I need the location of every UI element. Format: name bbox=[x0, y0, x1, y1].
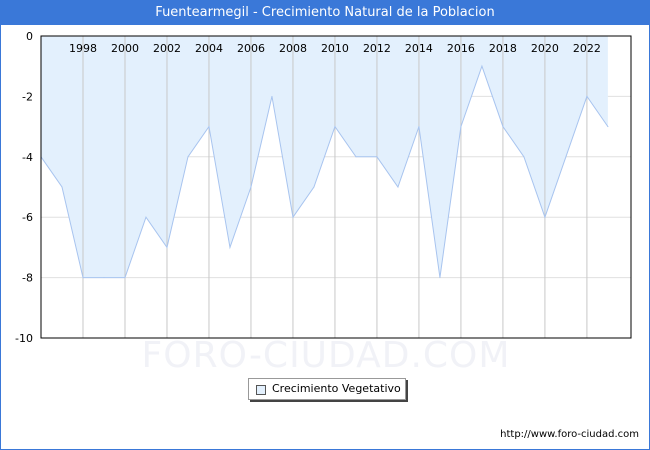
data-point bbox=[523, 156, 525, 158]
watermark: FORO-CIUDAD.COM bbox=[141, 335, 511, 376]
legend: Crecimiento Vegetativo bbox=[248, 378, 406, 400]
x-tick-label: 2006 bbox=[237, 42, 265, 55]
legend-swatch bbox=[256, 385, 266, 395]
data-point bbox=[334, 126, 336, 128]
x-tick-label: 2000 bbox=[111, 42, 139, 55]
y-tick-label: -4 bbox=[22, 151, 33, 164]
x-tick-label: 2022 bbox=[573, 42, 601, 55]
data-point bbox=[460, 126, 462, 128]
data-point bbox=[145, 216, 147, 218]
data-point bbox=[229, 246, 231, 248]
data-point bbox=[586, 95, 588, 97]
data-point bbox=[439, 277, 441, 279]
x-tick-label: 2010 bbox=[321, 42, 349, 55]
area-fill bbox=[41, 36, 608, 278]
data-point bbox=[502, 126, 504, 128]
data-point bbox=[607, 126, 609, 128]
y-tick-label: -8 bbox=[22, 272, 33, 285]
data-point bbox=[565, 156, 567, 158]
data-point bbox=[271, 95, 273, 97]
data-point bbox=[418, 126, 420, 128]
data-point bbox=[544, 216, 546, 218]
data-point bbox=[61, 186, 63, 188]
x-tick-label: 2012 bbox=[363, 42, 391, 55]
x-tick-label: 2020 bbox=[531, 42, 559, 55]
data-point bbox=[292, 216, 294, 218]
data-point bbox=[355, 156, 357, 158]
y-tick-label: -6 bbox=[22, 211, 33, 224]
plot-border bbox=[40, 35, 632, 339]
data-point bbox=[208, 126, 210, 128]
x-tick-label: 2004 bbox=[195, 42, 223, 55]
data-point bbox=[481, 65, 483, 67]
data-point bbox=[313, 186, 315, 188]
data-point bbox=[82, 277, 84, 279]
chart-title: Fuentearmegil - Crecimiento Natural de l… bbox=[1, 1, 649, 25]
data-point bbox=[397, 186, 399, 188]
x-tick-label: 1998 bbox=[69, 42, 97, 55]
series-line bbox=[40, 64, 609, 279]
y-tick-label: -2 bbox=[22, 90, 33, 103]
x-tick-label: 2008 bbox=[279, 42, 307, 55]
x-tick-label: 2014 bbox=[405, 42, 433, 55]
x-tick-label: 2002 bbox=[153, 42, 181, 55]
data-point bbox=[250, 186, 252, 188]
data-point bbox=[376, 156, 378, 158]
data-point bbox=[124, 277, 126, 279]
y-tick-label: 0 bbox=[26, 30, 33, 43]
data-point bbox=[103, 277, 105, 279]
footer-url[interactable]: http://www.foro-ciudad.com bbox=[500, 429, 639, 440]
x-tick-label: 2016 bbox=[447, 42, 475, 55]
legend-label: Crecimiento Vegetativo bbox=[272, 382, 401, 395]
data-point bbox=[187, 156, 189, 158]
data-point bbox=[166, 246, 168, 248]
y-tick-label: -10 bbox=[15, 332, 33, 345]
x-tick-label: 2018 bbox=[489, 42, 517, 55]
